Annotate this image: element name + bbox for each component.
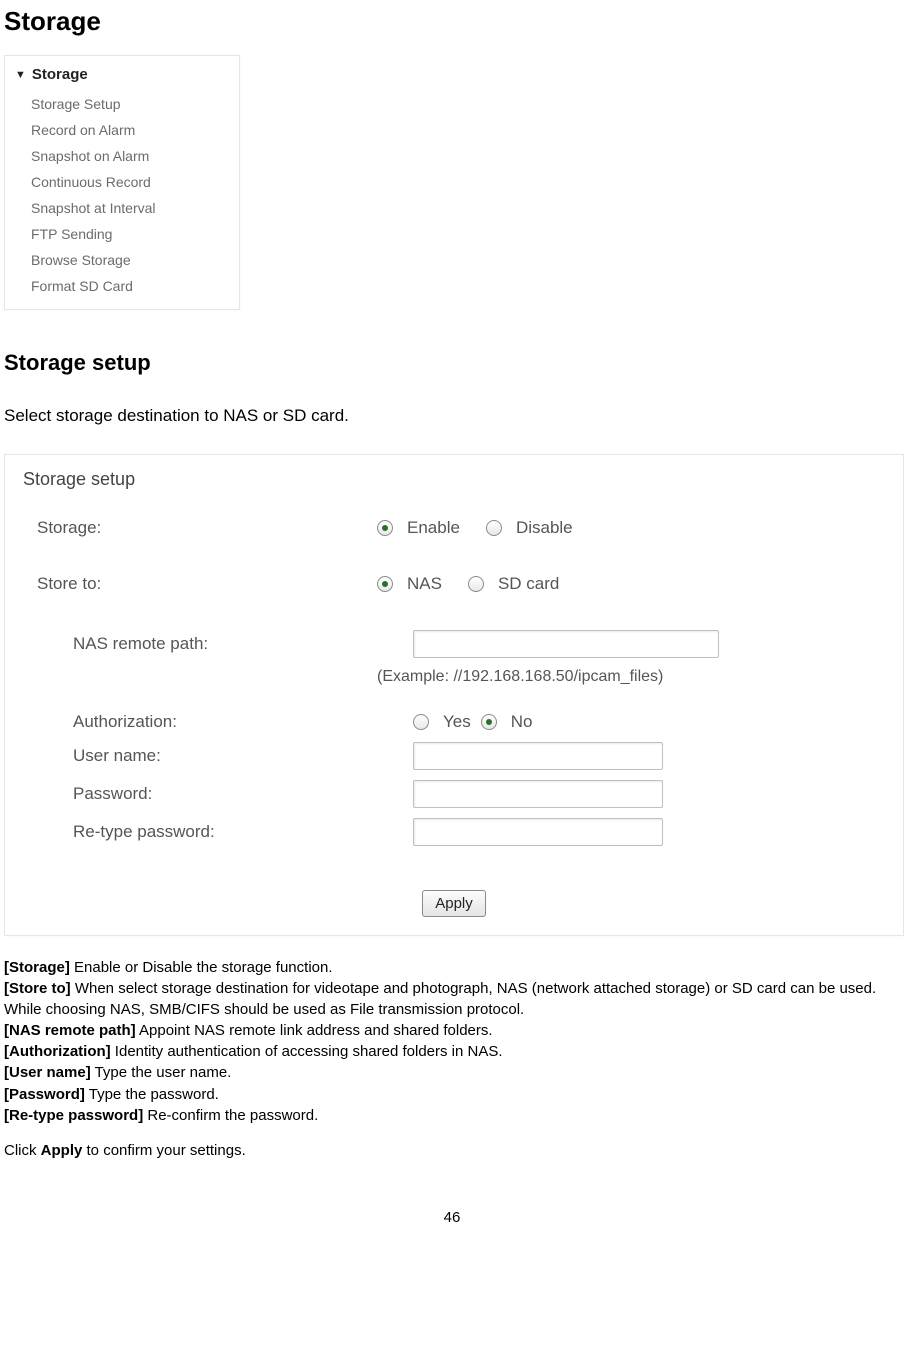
menu-item-record-on-alarm[interactable]: Record on Alarm [9, 117, 235, 143]
option-yes: Yes [443, 712, 471, 732]
menu-header[interactable]: ▼ Storage [9, 62, 235, 91]
intro-text: Select storage destination to NAS or SD … [4, 406, 900, 426]
menu-item-format-sd-card[interactable]: Format SD Card [9, 273, 235, 299]
radio-sd[interactable] [468, 576, 484, 592]
menu-item-ftp-sending[interactable]: FTP Sending [9, 221, 235, 247]
apply-button[interactable]: Apply [422, 890, 486, 917]
page-number: 46 [4, 1209, 900, 1226]
option-no: No [511, 712, 533, 732]
label-nas-path: NAS remote path: [19, 634, 413, 654]
input-password[interactable] [413, 780, 663, 808]
label-store-to: Store to: [19, 574, 377, 594]
desc-label-storage: [Storage] [4, 959, 70, 976]
desc-label-storeto: [Store to] [4, 980, 71, 997]
desc-label-user: [User name] [4, 1064, 91, 1081]
label-password: Password: [19, 784, 413, 804]
menu-title: Storage [32, 66, 88, 83]
desc-label-pass: [Password] [4, 1086, 85, 1103]
desc-label-repass: [Re-type password] [4, 1107, 143, 1124]
desc-label-auth: [Authorization] [4, 1043, 111, 1060]
desc-text-user: Type the user name. [91, 1064, 232, 1081]
label-retype-password: Re-type password: [19, 822, 413, 842]
storage-setup-form: Storage setup Storage: Enable Disable St… [4, 454, 904, 936]
label-authorization: Authorization: [19, 712, 413, 732]
menu-item-browse-storage[interactable]: Browse Storage [9, 247, 235, 273]
closing-bold: Apply [41, 1142, 83, 1159]
menu-item-continuous-record[interactable]: Continuous Record [9, 169, 235, 195]
desc-text-auth: Identity authentication of accessing sha… [111, 1043, 503, 1060]
desc-label-naspath: [NAS remote path] [4, 1022, 136, 1039]
form-title: Storage setup [23, 469, 889, 490]
desc-text-naspath: Appoint NAS remote link address and shar… [136, 1022, 493, 1039]
input-retype-password[interactable] [413, 818, 663, 846]
label-storage: Storage: [19, 518, 377, 538]
radio-auth-yes[interactable] [413, 714, 429, 730]
field-descriptions: [Storage] Enable or Disable the storage … [4, 958, 900, 1161]
menu-item-snapshot-on-alarm[interactable]: Snapshot on Alarm [9, 143, 235, 169]
radio-disable[interactable] [486, 520, 502, 536]
option-disable: Disable [516, 518, 573, 538]
input-username[interactable] [413, 742, 663, 770]
closing-post: to confirm your settings. [82, 1142, 245, 1159]
section-title: Storage setup [4, 350, 900, 376]
radio-auth-no[interactable] [481, 714, 497, 730]
collapse-icon: ▼ [15, 69, 26, 81]
desc-text-repass: Re-confirm the password. [143, 1107, 318, 1124]
input-nas-path[interactable] [413, 630, 719, 658]
option-sd: SD card [498, 574, 559, 594]
radio-enable[interactable] [377, 520, 393, 536]
nas-path-hint: (Example: //192.168.168.50/ipcam_files) [377, 668, 889, 686]
page-title: Storage [4, 6, 900, 37]
menu-item-snapshot-at-interval[interactable]: Snapshot at Interval [9, 195, 235, 221]
menu-item-storage-setup[interactable]: Storage Setup [9, 91, 235, 117]
radio-nas[interactable] [377, 576, 393, 592]
label-username: User name: [19, 746, 413, 766]
option-nas: NAS [407, 574, 442, 594]
option-enable: Enable [407, 518, 460, 538]
closing-pre: Click [4, 1142, 41, 1159]
desc-text-pass: Type the password. [85, 1086, 219, 1103]
desc-text-storage: Enable or Disable the storage function. [70, 959, 333, 976]
storage-menu: ▼ Storage Storage Setup Record on Alarm S… [4, 55, 240, 310]
desc-text-storeto: When select storage destination for vide… [4, 980, 876, 1017]
